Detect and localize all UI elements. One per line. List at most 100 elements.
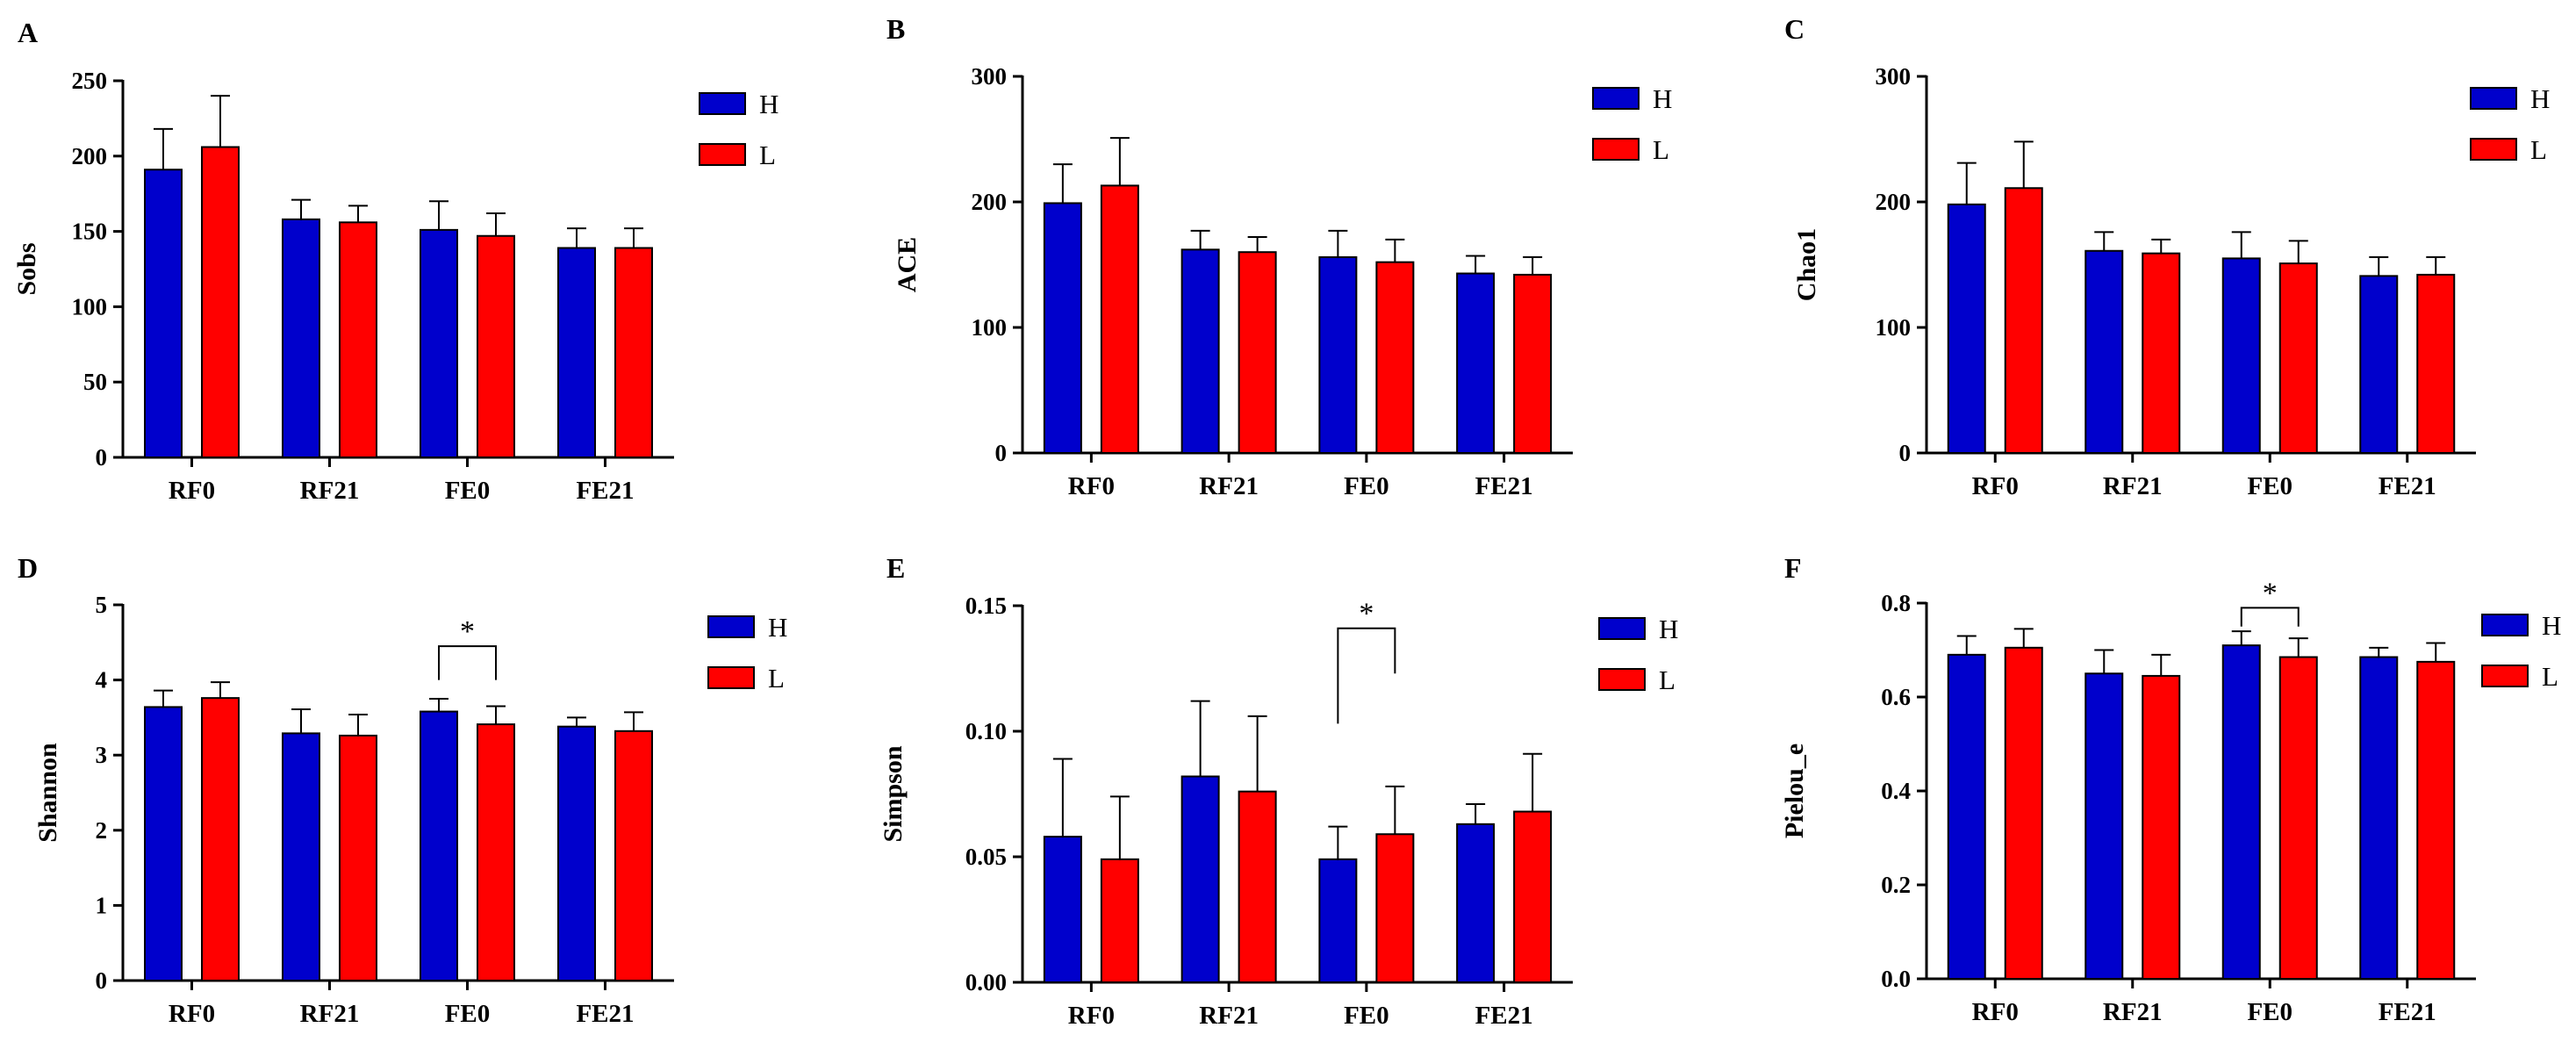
panel-letter: F (1784, 552, 1802, 584)
significance-bracket (2240, 607, 2300, 627)
legend-swatch-L (699, 143, 746, 166)
y-tick-label: 5 (96, 592, 108, 618)
legend-label-H: H (1659, 614, 1678, 644)
bar-H-FE0 (420, 228, 458, 458)
bar-H-FE21 (1456, 823, 1496, 983)
legend-label-L: L (768, 663, 785, 693)
chart-panel-F: F Pielou_e 0.0 0.2 0.4 0.6 0.8 RF0 RF21 FE0 FE21 * H… (1780, 552, 2561, 1026)
bar-H-RF21 (2084, 249, 2124, 454)
bar-L-RF0 (201, 146, 240, 458)
y-axis-label: Sobs (12, 242, 41, 295)
bar-L-FE0 (2278, 656, 2318, 981)
bar-H-FE0 (2221, 257, 2261, 454)
panel-letter: A (18, 17, 38, 48)
y-tick-label: 50 (83, 369, 107, 395)
y-tick-label: 2 (96, 817, 108, 844)
chart-panel-C: C Chao1 0 100 200 300 RF0 RF21 FE0 FE21 HL (1784, 13, 2550, 500)
bar-L-FE21 (1513, 810, 1553, 984)
legend-label-L: L (1653, 134, 1669, 165)
bar-L-RF21 (2142, 674, 2181, 980)
category-label-RF21: RF21 (300, 1000, 360, 1028)
category-label-RF21: RF21 (1199, 472, 1259, 500)
bar-H-FE21 (557, 725, 596, 981)
y-axis-label: Pielou_e (1780, 744, 1809, 838)
legend-label-H: H (2542, 610, 2561, 641)
bar-L-RF0 (2004, 646, 2043, 980)
y-axis-label: Chao1 (1792, 228, 1821, 301)
legend-label-H: H (759, 89, 779, 119)
y-tick-label: 3 (96, 742, 108, 768)
y-tick-label: 0.4 (1881, 778, 1911, 804)
y-tick-label: 0.0 (1881, 966, 1911, 992)
legend-swatch-H (1592, 87, 1640, 110)
y-tick-label: 0.8 (1881, 590, 1911, 616)
bar-H-RF0 (1947, 653, 1986, 980)
y-tick-label: 0.00 (965, 969, 1007, 995)
bar-L-FE21 (1513, 273, 1553, 454)
bar-L-FE21 (614, 729, 653, 981)
category-label-RF0: RF0 (1972, 998, 2019, 1026)
y-tick-label: 0.6 (1881, 684, 1911, 710)
chart-panel-D: D Shannon 0 1 2 3 4 5 RF0 RF21 FE0 FE21 * HL (18, 552, 787, 1028)
category-label-FE21: FE21 (2379, 998, 2436, 1026)
legend-swatch-L (707, 666, 755, 689)
category-label-RF0: RF0 (1972, 472, 2019, 500)
significance-star: * (460, 615, 475, 648)
category-label-FE0: FE0 (1344, 472, 1389, 500)
bar-H-RF21 (1180, 248, 1220, 454)
legend-swatch-H (1598, 617, 1646, 640)
bar-L-RF0 (1100, 184, 1139, 454)
bar-H-FE21 (2359, 656, 2399, 981)
bar-H-FE0 (2221, 644, 2261, 981)
y-tick-label: 0.2 (1881, 872, 1911, 898)
y-axis-label: Shannon (33, 743, 62, 843)
category-label-FE0: FE0 (1344, 1002, 1389, 1030)
y-tick-label: 0.10 (965, 718, 1007, 744)
category-label-FE21: FE21 (1475, 472, 1533, 500)
significance-star: * (2263, 577, 2278, 609)
bar-H-RF0 (1043, 836, 1082, 983)
category-label-RF0: RF0 (169, 1000, 215, 1028)
bar-L-RF21 (1238, 251, 1277, 455)
bar-H-FE21 (1456, 272, 1496, 455)
y-tick-label: 200 (72, 143, 108, 169)
y-axis-label: Simpson (879, 745, 908, 842)
y-tick-label: 100 (972, 314, 1008, 341)
y-axis-label: ACE (893, 237, 922, 292)
y-tick-label: 0 (995, 440, 1008, 466)
legend-label-L: L (759, 140, 776, 170)
bar-H-FE0 (420, 710, 458, 981)
category-label-FE0: FE0 (2247, 998, 2293, 1026)
y-tick-label: 100 (72, 293, 108, 320)
y-tick-label: 150 (72, 219, 108, 245)
bar-L-RF21 (339, 734, 377, 981)
chart-panel-A: A Sobs 0 50 100 150 200 250 RF0 RF21 FE0 FE21 HL (12, 17, 779, 505)
bar-L-FE0 (477, 234, 515, 458)
category-label-FE0: FE0 (445, 477, 491, 505)
y-tick-label: 200 (1876, 189, 1912, 215)
category-label-RF0: RF0 (1068, 1002, 1115, 1030)
y-tick-label: 250 (72, 68, 108, 94)
bar-L-RF0 (201, 697, 240, 981)
bar-H-RF21 (282, 218, 320, 458)
bar-H-FE0 (1318, 255, 1358, 455)
category-label-RF21: RF21 (2103, 998, 2163, 1026)
legend-swatch-L (2481, 665, 2529, 687)
legend-swatch-H (699, 92, 746, 115)
category-label-FE21: FE21 (1475, 1002, 1533, 1030)
y-tick-label: 0.05 (965, 844, 1007, 870)
y-tick-label: 300 (972, 63, 1008, 90)
bar-H-RF21 (2084, 672, 2124, 980)
chart-panel-E: E Simpson 0.00 0.05 0.10 0.15 RF0 RF21 FE0 FE21 * H… (879, 552, 1678, 1030)
category-label-RF21: RF21 (300, 477, 360, 505)
bar-L-FE0 (1375, 833, 1415, 984)
category-label-RF0: RF0 (1068, 472, 1115, 500)
legend-label-H: H (768, 612, 787, 643)
y-tick-label: 0 (96, 444, 108, 471)
chart-panel-B: B ACE 0 100 200 300 RF0 RF21 FE0 FE21 HL (886, 13, 1672, 500)
y-tick-label: 300 (1876, 63, 1912, 90)
bar-L-RF21 (2142, 252, 2181, 454)
category-label-RF21: RF21 (1199, 1002, 1259, 1030)
panel-letter: E (886, 552, 905, 584)
